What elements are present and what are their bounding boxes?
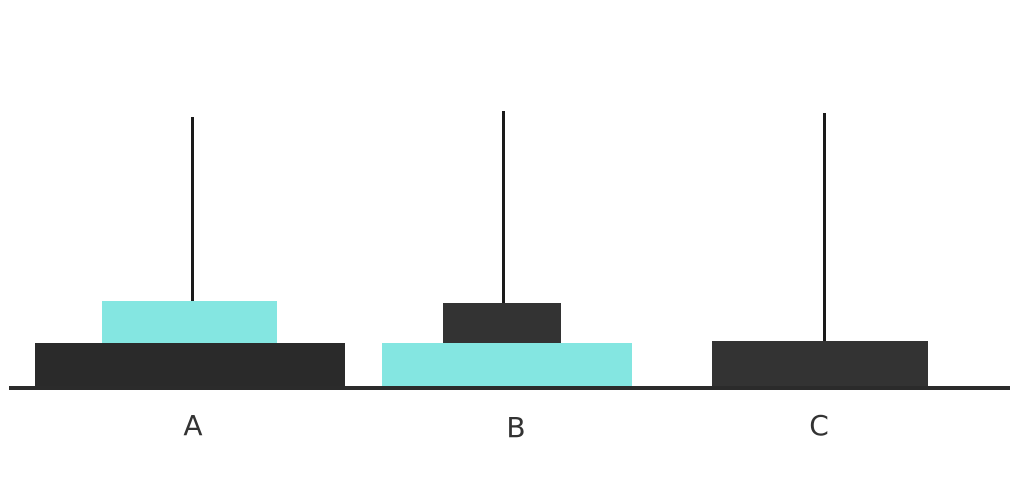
ground-line bbox=[9, 386, 1010, 390]
peg-b-label: B bbox=[506, 411, 526, 444]
peg-b-rod[interactable] bbox=[502, 111, 505, 387]
peg-a-label: A bbox=[183, 409, 203, 442]
peg-a-rod[interactable] bbox=[191, 117, 194, 387]
peg-a-bottom-disk[interactable] bbox=[35, 343, 345, 387]
peg-c-disk[interactable] bbox=[712, 341, 928, 387]
peg-c-rod[interactable] bbox=[823, 113, 826, 387]
peg-c-label: C bbox=[809, 409, 829, 442]
peg-a-top-disk[interactable] bbox=[102, 301, 277, 343]
peg-b-bottom-disk[interactable] bbox=[382, 343, 632, 387]
peg-b-top-disk[interactable] bbox=[443, 303, 561, 343]
